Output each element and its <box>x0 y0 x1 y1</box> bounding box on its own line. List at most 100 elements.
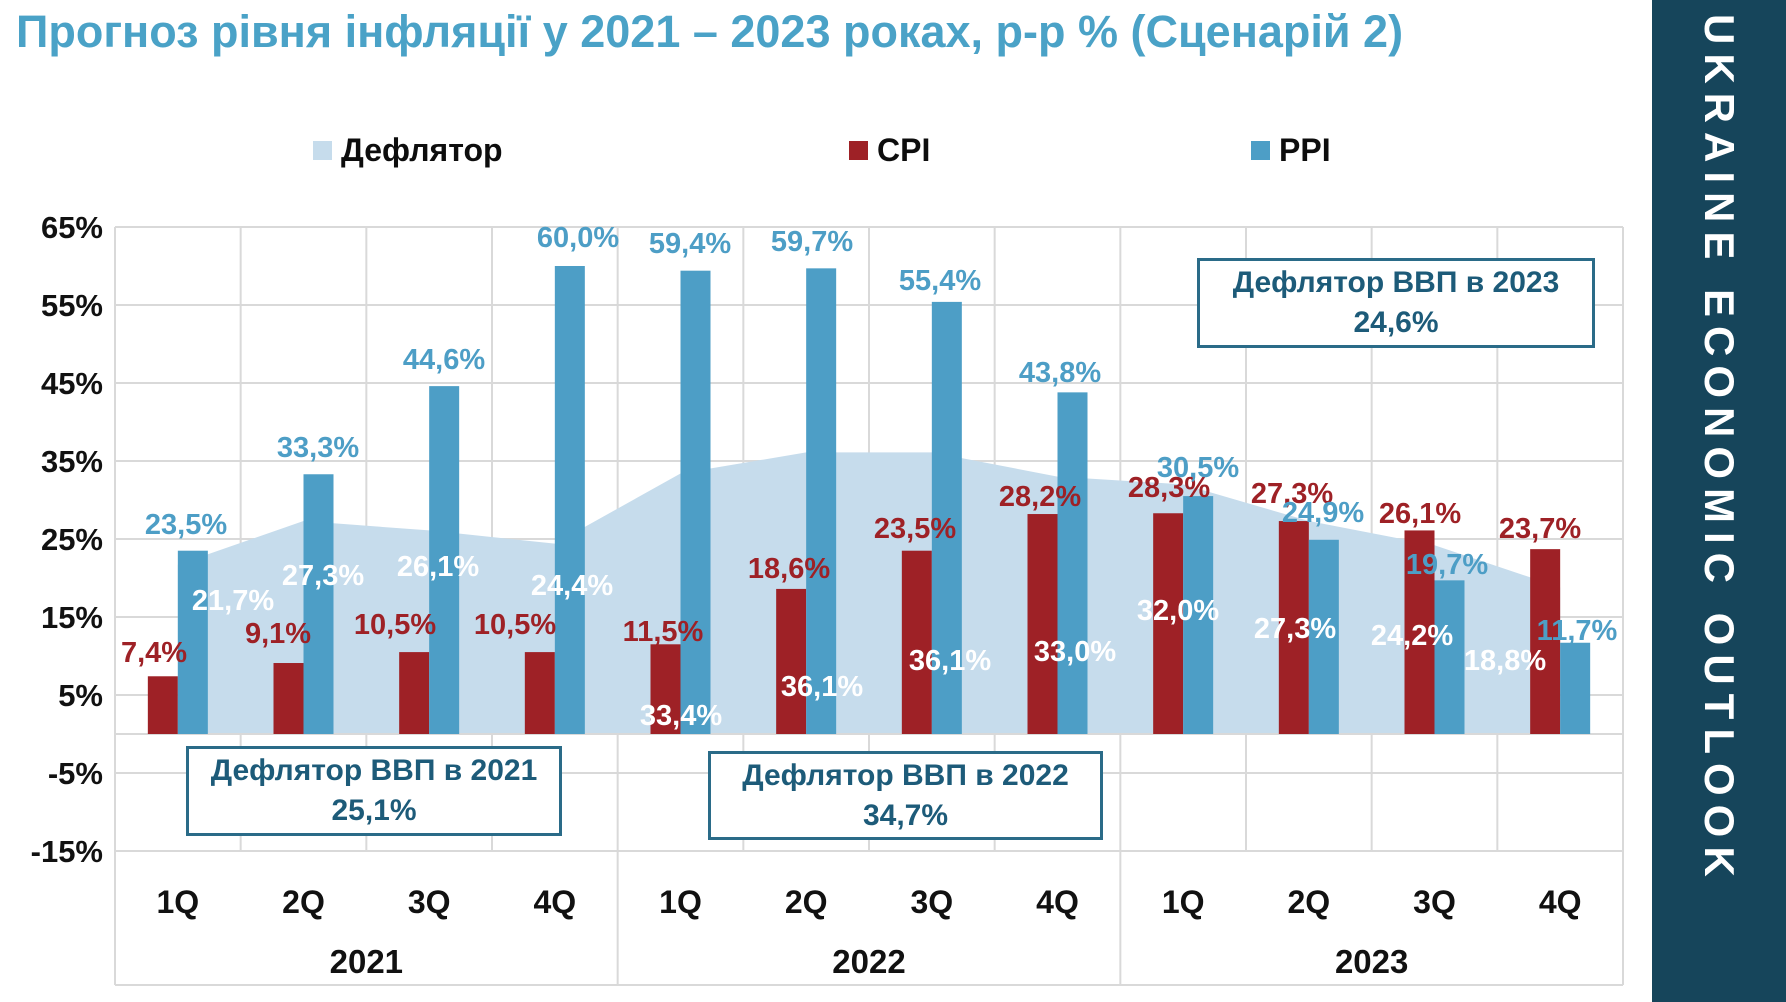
ppi-bar-2021-2Q <box>303 474 334 734</box>
ppi-value-label-2021-3Q: 44,6% <box>403 344 485 376</box>
cpi-value-label-2022-1Q: 11,5% <box>623 616 704 648</box>
annotation-2023-value: 24,6% <box>1353 306 1439 339</box>
x-quarter-label-2022-1Q: 1Q <box>659 884 702 920</box>
cpi-swatch-icon <box>849 140 868 160</box>
cpi-value-label-2023-4Q: 23,7% <box>1499 513 1581 545</box>
x-quarter-label-2023-4Q: 4Q <box>1539 884 1582 920</box>
y-tick-label-45%: 45% <box>41 366 103 401</box>
cpi-bar-2023-4Q <box>1530 549 1561 734</box>
x-quarter-label-2022-2Q: 2Q <box>785 884 828 920</box>
legend-item-ppi: PPI <box>1251 130 1331 170</box>
annotation-deflator-2023: Дефлятор ВВП в 2023 24,6% <box>1197 258 1595 348</box>
cpi-value-label-2021-2Q: 9,1% <box>245 618 311 650</box>
deflator-value-label-2023-2Q: 27,3% <box>1254 613 1336 645</box>
ppi-swatch-icon <box>1251 140 1270 160</box>
deflator-value-label-2021-3Q: 26,1% <box>397 551 479 583</box>
y-tick-label--15%: -15% <box>31 834 103 869</box>
legend-item-deflator: Дефлятор <box>313 130 503 170</box>
cpi-bar-2022-1Q <box>650 644 681 734</box>
ppi-bar-2021-4Q <box>554 266 585 734</box>
ppi-value-label-2023-1Q: 30,5% <box>1157 452 1239 484</box>
cpi-value-label-2021-1Q: 7,4% <box>121 637 187 669</box>
cpi-bar-2022-3Q <box>901 550 932 734</box>
ppi-value-label-2021-2Q: 33,3% <box>277 432 359 464</box>
cpi-bar-2022-4Q <box>1027 514 1058 734</box>
y-tick-label-65%: 65% <box>41 210 103 245</box>
ppi-bar-2022-1Q <box>680 270 711 734</box>
ppi-bar-2023-3Q <box>1434 580 1465 734</box>
legend-label-deflator: Дефлятор <box>341 131 503 168</box>
ppi-bar-2023-2Q <box>1308 539 1339 734</box>
x-year-label-2021: 2021 <box>330 943 403 980</box>
ppi-value-label-2023-2Q: 24,9% <box>1282 497 1364 529</box>
ppi-value-label-2022-4Q: 43,8% <box>1019 357 1101 389</box>
deflator-value-label-2023-1Q: 32,0% <box>1137 595 1219 627</box>
ppi-value-label-2022-3Q: 55,4% <box>899 265 981 297</box>
ppi-value-label-2022-1Q: 59,4% <box>649 228 731 260</box>
annotation-deflator-2021: Дефлятор ВВП в 2021 25,1% <box>186 746 562 836</box>
y-tick-label-25%: 25% <box>41 522 103 557</box>
x-quarter-label-2021-3Q: 3Q <box>408 884 451 920</box>
x-quarter-label-2021-1Q: 1Q <box>156 884 199 920</box>
legend-item-cpi: CPI <box>849 130 930 170</box>
cpi-bar-2021-1Q <box>147 676 178 734</box>
ppi-value-label-2021-4Q: 60,0% <box>537 222 619 254</box>
ppi-value-label-2023-4Q: 11,7% <box>1537 615 1618 647</box>
cpi-value-label-2022-2Q: 18,6% <box>748 553 830 585</box>
x-year-label-2023: 2023 <box>1335 943 1408 980</box>
annotation-2023-line1: Дефлятор ВВП в 2023 <box>1232 266 1560 299</box>
cpi-value-label-2023-2Q: 27,3% <box>1251 478 1333 510</box>
y-tick-label-5%: 5% <box>58 678 103 713</box>
legend-label-cpi: CPI <box>877 131 931 168</box>
deflator-swatch-icon <box>313 140 332 160</box>
y-tick-label--5%: -5% <box>48 756 103 791</box>
deflator-value-label-2021-2Q: 27,3% <box>282 560 364 592</box>
deflator-value-label-2023-3Q: 24,2% <box>1371 620 1453 652</box>
ppi-bar-2022-4Q <box>1057 392 1088 734</box>
deflator-value-label-2021-1Q: 21,7% <box>192 585 274 617</box>
ppi-bar-2022-3Q <box>931 301 962 734</box>
x-quarter-label-2023-2Q: 2Q <box>1287 884 1330 920</box>
annotation-2021-line1: Дефлятор ВВП в 2021 <box>210 754 538 787</box>
cpi-value-label-2021-3Q: 10,5% <box>354 609 436 641</box>
annotation-2021-value: 25,1% <box>331 794 417 827</box>
deflator-value-label-2022-3Q: 36,1% <box>909 645 991 677</box>
cpi-value-label-2021-4Q: 10,5% <box>474 609 556 641</box>
x-quarter-label-2022-3Q: 3Q <box>910 884 953 920</box>
ppi-bar-2023-4Q <box>1560 642 1591 734</box>
deflator-value-label-2022-4Q: 33,0% <box>1034 636 1116 668</box>
annotation-2022-value: 34,7% <box>862 798 949 832</box>
y-tick-label-55%: 55% <box>41 288 103 323</box>
cpi-bar-2021-3Q <box>399 652 430 734</box>
y-tick-label-35%: 35% <box>41 444 103 479</box>
x-quarter-label-2023-1Q: 1Q <box>1162 884 1205 920</box>
inflation-forecast-chart: 21,7%27,3% 26,1%24,4%33,4%36,1%36,1% 33,0%… <box>31 210 1624 986</box>
x-quarter-label-2021-2Q: 2Q <box>282 884 325 920</box>
brand-sidebar: UKRAINE ECONOMIC OUTLOOK <box>1652 0 1786 1002</box>
cpi-bar-2021-2Q <box>273 663 304 734</box>
x-year-label-2022: 2022 <box>832 943 905 980</box>
cpi-bar-2023-1Q <box>1153 513 1184 734</box>
legend-label-ppi: PPI <box>1279 131 1331 168</box>
cpi-bar-2023-2Q <box>1278 521 1309 734</box>
ppi-bar-2023-1Q <box>1183 496 1214 734</box>
cpi-value-label-2022-4Q: 28,2% <box>999 481 1081 513</box>
y-tick-label-15%: 15% <box>41 600 103 635</box>
x-quarter-label-2023-3Q: 3Q <box>1413 884 1456 920</box>
deflator-value-label-2021-4Q: 24,4% <box>531 570 613 602</box>
x-quarter-label-2022-4Q: 4Q <box>1036 884 1079 920</box>
deflator-value-label-2023-4Q: 18,8% <box>1464 645 1546 677</box>
deflator-area-series <box>177 452 1561 734</box>
cpi-bar-2021-4Q <box>524 652 555 734</box>
deflator-value-label-2022-1Q: 33,4% <box>640 700 722 732</box>
cpi-value-label-2023-1Q: 28,3% <box>1128 472 1210 504</box>
cpi-bar-2023-3Q <box>1404 530 1435 734</box>
page-title: Прогноз рівня інфляції у 2021 – 2023 рок… <box>16 6 1404 57</box>
annotation-deflator-2022: Дефлятор ВВП в 2022 34,7% <box>708 751 1103 840</box>
ppi-value-label-2021-1Q: 23,5% <box>145 509 227 541</box>
ppi-value-label-2022-2Q: 59,7% <box>771 226 853 258</box>
cpi-bar-2022-2Q <box>776 588 807 734</box>
cpi-value-label-2022-3Q: 23,5% <box>874 513 956 545</box>
ppi-bar-2021-1Q <box>177 550 208 734</box>
